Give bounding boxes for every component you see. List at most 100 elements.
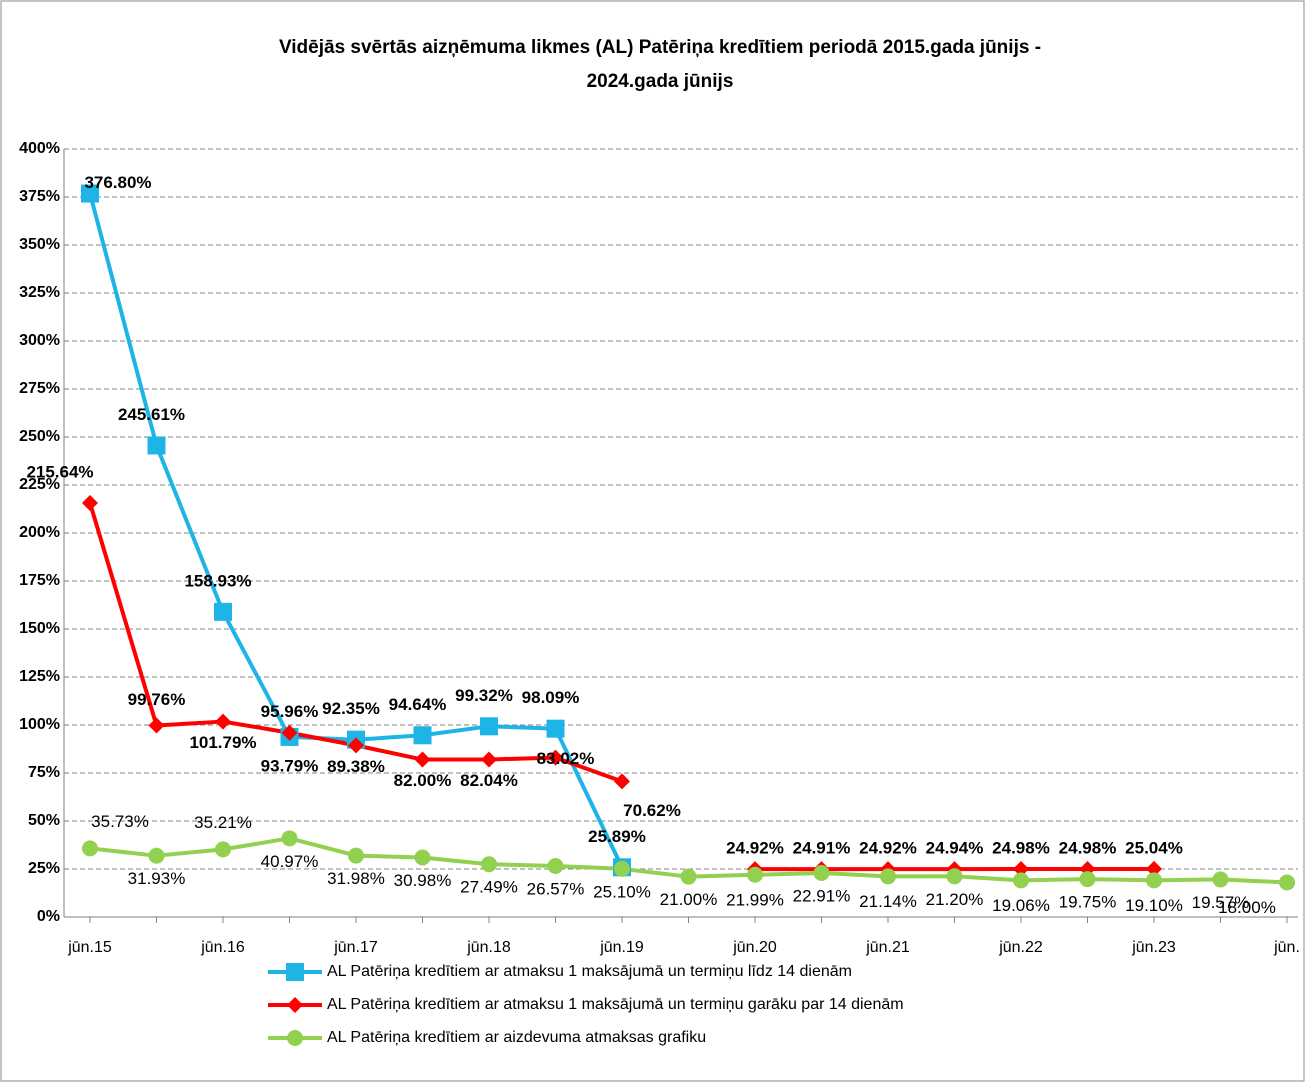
data-label: 25.10%: [593, 882, 651, 901]
data-label: 95.96%: [261, 702, 319, 721]
marker: [614, 773, 630, 790]
y-tick-label: 25%: [28, 860, 60, 877]
marker: [287, 997, 303, 1013]
marker: [480, 717, 498, 736]
data-label: 19.57%: [1192, 893, 1250, 912]
marker: [1013, 861, 1029, 878]
data-label: 35.21%: [194, 813, 252, 832]
data-label: 21.99%: [726, 890, 784, 909]
data-label: 89.38%: [327, 757, 385, 776]
data-label: 376.80%: [84, 173, 151, 192]
y-tick-label: 300%: [19, 332, 60, 349]
data-label: 99.32%: [455, 686, 513, 705]
marker: [348, 737, 364, 754]
marker: [546, 719, 565, 738]
marker: [747, 866, 763, 883]
marker: [281, 724, 298, 741]
data-label: 40.97%: [261, 852, 319, 871]
data-label: 24.94%: [926, 839, 984, 858]
data-label: 30.98%: [394, 871, 452, 890]
data-label: 24.92%: [859, 839, 917, 858]
marker: [680, 868, 697, 885]
y-tick-label: 350%: [19, 236, 60, 253]
x-tick-label: jūn.: [1273, 939, 1300, 956]
marker: [287, 1030, 303, 1046]
marker: [147, 436, 166, 455]
y-tick-label: 275%: [19, 380, 60, 397]
marker: [414, 751, 431, 768]
x-tick-label: jūn.18: [466, 939, 511, 956]
x-tick-label: jūn.17: [333, 939, 378, 956]
marker: [547, 749, 564, 766]
marker: [413, 726, 432, 745]
data-label: 93.79%: [261, 756, 319, 775]
chart-title: Vidējās svērtās aizņēmuma likmes (AL) Pa…: [279, 37, 1041, 58]
data-label: 18.00%: [1218, 898, 1276, 917]
data-label: 24.91%: [793, 839, 851, 858]
x-tick-label: jūn.21: [865, 939, 910, 956]
data-label: 245.61%: [118, 405, 185, 424]
data-label: 26.57%: [527, 879, 585, 898]
marker: [81, 184, 99, 203]
legend-label: AL Patēriņa kredītiem ar atmaksu 1 maksā…: [327, 963, 852, 980]
marker: [1146, 872, 1162, 889]
y-tick-label: 375%: [19, 188, 60, 205]
marker: [82, 840, 98, 857]
data-label: 70.62%: [623, 801, 681, 820]
y-tick-label: 225%: [19, 476, 60, 493]
y-tick-label: 50%: [28, 812, 60, 829]
marker: [481, 751, 497, 768]
marker: [1212, 871, 1229, 888]
marker: [614, 860, 630, 877]
data-label: 31.93%: [128, 869, 186, 888]
y-tick-label: 400%: [19, 140, 60, 157]
y-tick-label: 125%: [19, 668, 60, 685]
data-label: 19.06%: [992, 896, 1050, 915]
x-tick-label: jūn.20: [732, 939, 777, 956]
marker: [214, 602, 232, 621]
chart-title-line2: 2024.gada jūnijs: [587, 71, 734, 92]
marker: [286, 963, 304, 981]
y-tick-label: 150%: [19, 620, 60, 637]
legend-label: AL Patēriņa kredītiem ar atmaksu 1 maksā…: [327, 996, 904, 1013]
data-label: 158.93%: [184, 571, 251, 590]
marker: [148, 717, 165, 734]
data-label: 21.20%: [926, 890, 984, 909]
data-label: 24.92%: [726, 839, 784, 858]
data-label: 82.04%: [460, 771, 518, 790]
data-label: 82.00%: [394, 771, 452, 790]
data-label: 24.98%: [992, 839, 1050, 858]
marker: [1146, 860, 1162, 877]
marker: [813, 865, 830, 882]
data-label: 22.91%: [793, 886, 851, 905]
data-label: 25.04%: [1125, 838, 1183, 857]
data-label: 19.10%: [1125, 896, 1183, 915]
legend-label: AL Patēriņa kredītiem ar aizdevuma atmak…: [327, 1029, 706, 1046]
y-tick-label: 75%: [28, 764, 60, 781]
x-tick-label: jūn.23: [1131, 939, 1176, 956]
marker: [1279, 874, 1295, 891]
data-label: 94.64%: [389, 695, 447, 714]
marker: [215, 713, 231, 730]
marker: [281, 830, 298, 847]
data-label: 83.02%: [537, 749, 595, 768]
marker: [414, 849, 431, 866]
marker: [481, 856, 497, 873]
marker: [82, 494, 98, 511]
data-label: 21.00%: [660, 890, 718, 909]
data-label: 101.79%: [189, 733, 256, 752]
marker: [547, 857, 564, 874]
y-tick-label: 250%: [19, 428, 60, 445]
data-label: 31.98%: [327, 869, 385, 888]
y-tick-label: 325%: [19, 284, 60, 301]
marker: [148, 847, 165, 864]
marker: [880, 868, 896, 885]
marker: [215, 841, 231, 858]
x-tick-label: jūn.16: [200, 939, 245, 956]
data-label: 92.35%: [322, 699, 380, 718]
x-tick-label: jūn.22: [998, 939, 1043, 956]
marker: [348, 847, 364, 864]
y-tick-label: 175%: [19, 572, 60, 589]
data-label: 19.75%: [1059, 893, 1117, 912]
